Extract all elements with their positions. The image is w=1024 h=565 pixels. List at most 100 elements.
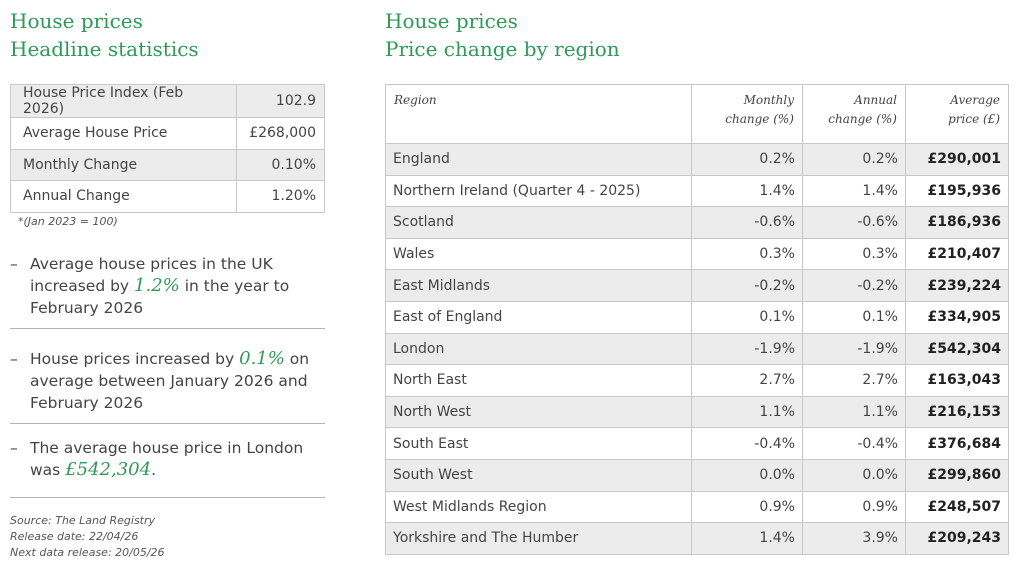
annual-change: 3.9% (802, 522, 906, 555)
monthly-change: 1.4% (691, 174, 803, 208)
source-info: Source: The Land Registry Release date: … (10, 513, 165, 561)
annual-change: 1.4% (802, 174, 906, 208)
bullet-highlight: £542,304 (65, 459, 152, 480)
region-name: South West (385, 458, 692, 492)
annual-change: 0.9% (802, 490, 906, 524)
table-row: North West 1.1% 1.1% £216,153 (385, 395, 1009, 429)
region-name: East of England (385, 300, 692, 334)
average-price: £209,243 (905, 522, 1009, 555)
stat-row: House Price Index (Feb 2026) 102.9 (9, 84, 325, 118)
region-name: Yorkshire and The Humber (385, 522, 692, 555)
monthly-change: 2.7% (691, 364, 803, 397)
table-row: North East 2.7% 2.7% £163,043 (385, 364, 1009, 397)
annual-change: -0.4% (802, 427, 906, 460)
average-price: £334,905 (905, 300, 1009, 334)
dash-icon: – (10, 255, 18, 273)
stat-value: 1.20% (236, 180, 325, 213)
stat-value: £268,000 (236, 117, 325, 150)
monthly-change: -0.6% (691, 206, 803, 239)
average-price: £210,407 (905, 237, 1009, 271)
bullet-highlight: 0.1% (239, 348, 285, 369)
table-row: Yorkshire and The Humber 1.4% 3.9% £209,243 (385, 522, 1009, 555)
bullet-text: House prices increased by (30, 350, 240, 368)
bullet-text: on average between January 2026 and Febr… (30, 350, 310, 412)
header-region: Region (385, 84, 692, 144)
table-row: South West 0.0% 0.0% £299,860 (385, 458, 1009, 492)
region-name: South East (385, 427, 692, 460)
title-line: House prices (10, 9, 143, 33)
annual-change: 2.7% (802, 364, 906, 397)
summary-bullet: – House prices increased by 0.1% on avera… (10, 348, 325, 424)
region-name: Scotland (385, 206, 692, 239)
bullet-text: Average house prices in the UK increased… (30, 255, 273, 295)
bullet-highlight: 1.2% (134, 275, 180, 296)
average-price: £186,936 (905, 206, 1009, 239)
index-note: *(Jan 2023 = 100) (18, 215, 118, 228)
next-release: Next data release: 20/05/26 (10, 546, 165, 559)
average-price: £248,507 (905, 490, 1009, 524)
table-row: London -1.9% -1.9% £542,304 (385, 332, 1009, 366)
region-name: Northern Ireland (Quarter 4 - 2025) (385, 174, 692, 208)
annual-change: 0.3% (802, 237, 906, 271)
table-row: East of England 0.1% 0.1% £334,905 (385, 300, 1009, 334)
stat-label: Annual Change (9, 180, 238, 213)
monthly-change: 1.4% (691, 522, 803, 555)
annual-change: 1.1% (802, 395, 906, 429)
stat-row: Annual Change 1.20% (9, 180, 325, 213)
stat-label: House Price Index (Feb 2026) (9, 84, 238, 118)
bullet-text: The average house price in London was (30, 439, 304, 479)
headline-title: House prices Headline statistics (10, 7, 199, 63)
annual-change: -0.2% (802, 269, 906, 302)
header-annual: Annual change (%) (802, 84, 906, 144)
source-text: Source: The Land Registry (10, 514, 156, 527)
monthly-change: 0.2% (691, 143, 803, 176)
average-price: £542,304 (905, 332, 1009, 366)
annual-change: 0.2% (802, 143, 906, 176)
region-name: Wales (385, 237, 692, 271)
table-row: Wales 0.3% 0.3% £210,407 (385, 237, 1009, 271)
title-line: Headline statistics (10, 37, 199, 61)
stat-value: 102.9 (236, 84, 325, 118)
dash-icon: – (10, 350, 18, 368)
region-name: London (385, 332, 692, 366)
annual-change: -0.6% (802, 206, 906, 239)
average-price: £376,684 (905, 427, 1009, 460)
stat-value: 0.10% (236, 148, 325, 181)
region-name: North West (385, 395, 692, 429)
region-title: House prices Price change by region (385, 7, 620, 63)
stat-row: Monthly Change 0.10% (9, 148, 325, 181)
release-date: Release date: 22/04/26 (10, 530, 139, 543)
title-line: House prices (385, 9, 518, 33)
stat-row: Average House Price £268,000 (9, 117, 325, 150)
region-name: England (385, 143, 692, 176)
monthly-change: -1.9% (691, 332, 803, 366)
annual-change: 0.1% (802, 300, 906, 334)
monthly-change: -0.2% (691, 269, 803, 302)
monthly-change: 0.9% (691, 490, 803, 524)
bullet-text: . (151, 461, 157, 479)
stat-label: Average House Price (9, 117, 238, 150)
annual-change: 0.0% (802, 458, 906, 492)
stat-label: Monthly Change (9, 148, 238, 181)
table-row: Northern Ireland (Quarter 4 - 2025) 1.4% 1… (385, 174, 1009, 208)
average-price: £195,936 (905, 174, 1009, 208)
monthly-change: 0.0% (691, 458, 803, 492)
region-name: East Midlands (385, 269, 692, 302)
table-row: East Midlands -0.2% -0.2% £239,224 (385, 269, 1009, 302)
bullet-text: in the year to February 2026 (30, 277, 290, 317)
monthly-change: 0.3% (691, 237, 803, 271)
table-row: Scotland -0.6% -0.6% £186,936 (385, 206, 1009, 239)
average-price: £290,001 (905, 143, 1009, 176)
monthly-change: -0.4% (691, 427, 803, 460)
region-table: Region Monthly change (%) Annual change (%… (385, 84, 1009, 555)
monthly-change: 1.1% (691, 395, 803, 429)
table-row: England 0.2% 0.2% £290,001 (385, 143, 1009, 176)
annual-change: -1.9% (802, 332, 906, 366)
title-line: Price change by region (385, 37, 620, 61)
monthly-change: 0.1% (691, 300, 803, 334)
header-monthly: Monthly change (%) (691, 84, 803, 144)
average-price: £216,153 (905, 395, 1009, 429)
table-row: South East -0.4% -0.4% £376,684 (385, 427, 1009, 460)
dash-icon: – (10, 439, 18, 457)
average-price: £163,043 (905, 364, 1009, 397)
